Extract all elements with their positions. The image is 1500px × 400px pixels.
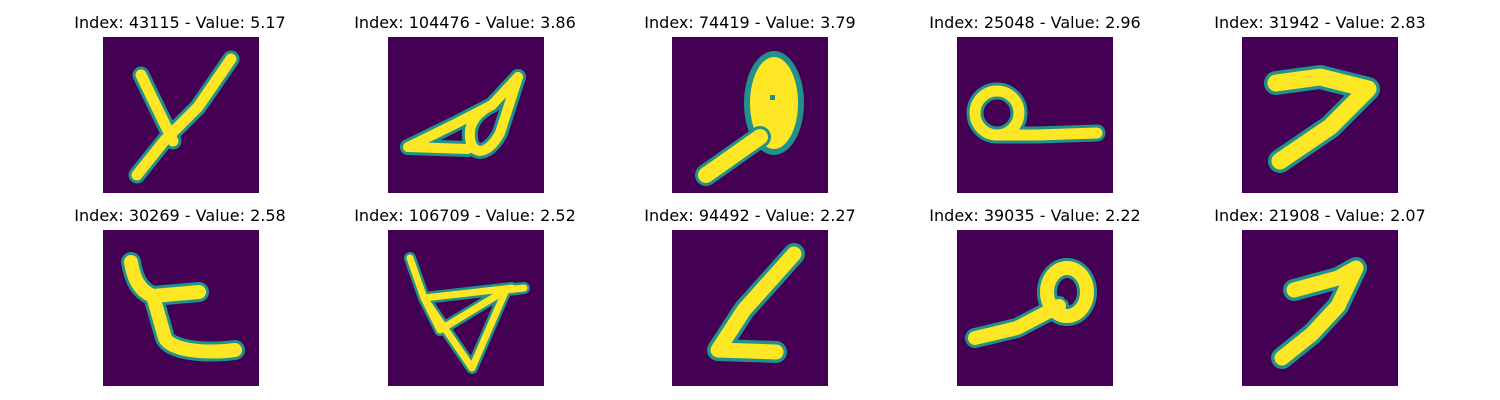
glyph-image: [1242, 230, 1398, 386]
glyph-image: [103, 37, 259, 193]
glyph-image: [957, 230, 1113, 386]
glyph-image: [672, 230, 828, 386]
glyph-image: [388, 230, 544, 386]
panel-title: Index: 39035 - Value: 2.22: [929, 206, 1141, 225]
panel-title: Index: 43115 - Value: 5.17: [74, 13, 286, 32]
panel-title: Index: 30269 - Value: 2.58: [74, 206, 286, 225]
panel-title: Index: 31942 - Value: 2.83: [1214, 13, 1426, 32]
glyph-image: [1242, 37, 1398, 193]
glyph-image: [103, 230, 259, 386]
glyph-image: [957, 37, 1113, 193]
panel-title: Index: 94492 - Value: 2.27: [644, 206, 856, 225]
glyph-image: [672, 37, 828, 193]
panel-title: Index: 74419 - Value: 3.79: [644, 13, 856, 32]
panel-title: Index: 25048 - Value: 2.96: [929, 13, 1141, 32]
panel-title: Index: 21908 - Value: 2.07: [1214, 206, 1426, 225]
glyph-image: [388, 37, 544, 193]
panel-title: Index: 106709 - Value: 2.52: [354, 206, 576, 225]
panel-title: Index: 104476 - Value: 3.86: [354, 13, 576, 32]
